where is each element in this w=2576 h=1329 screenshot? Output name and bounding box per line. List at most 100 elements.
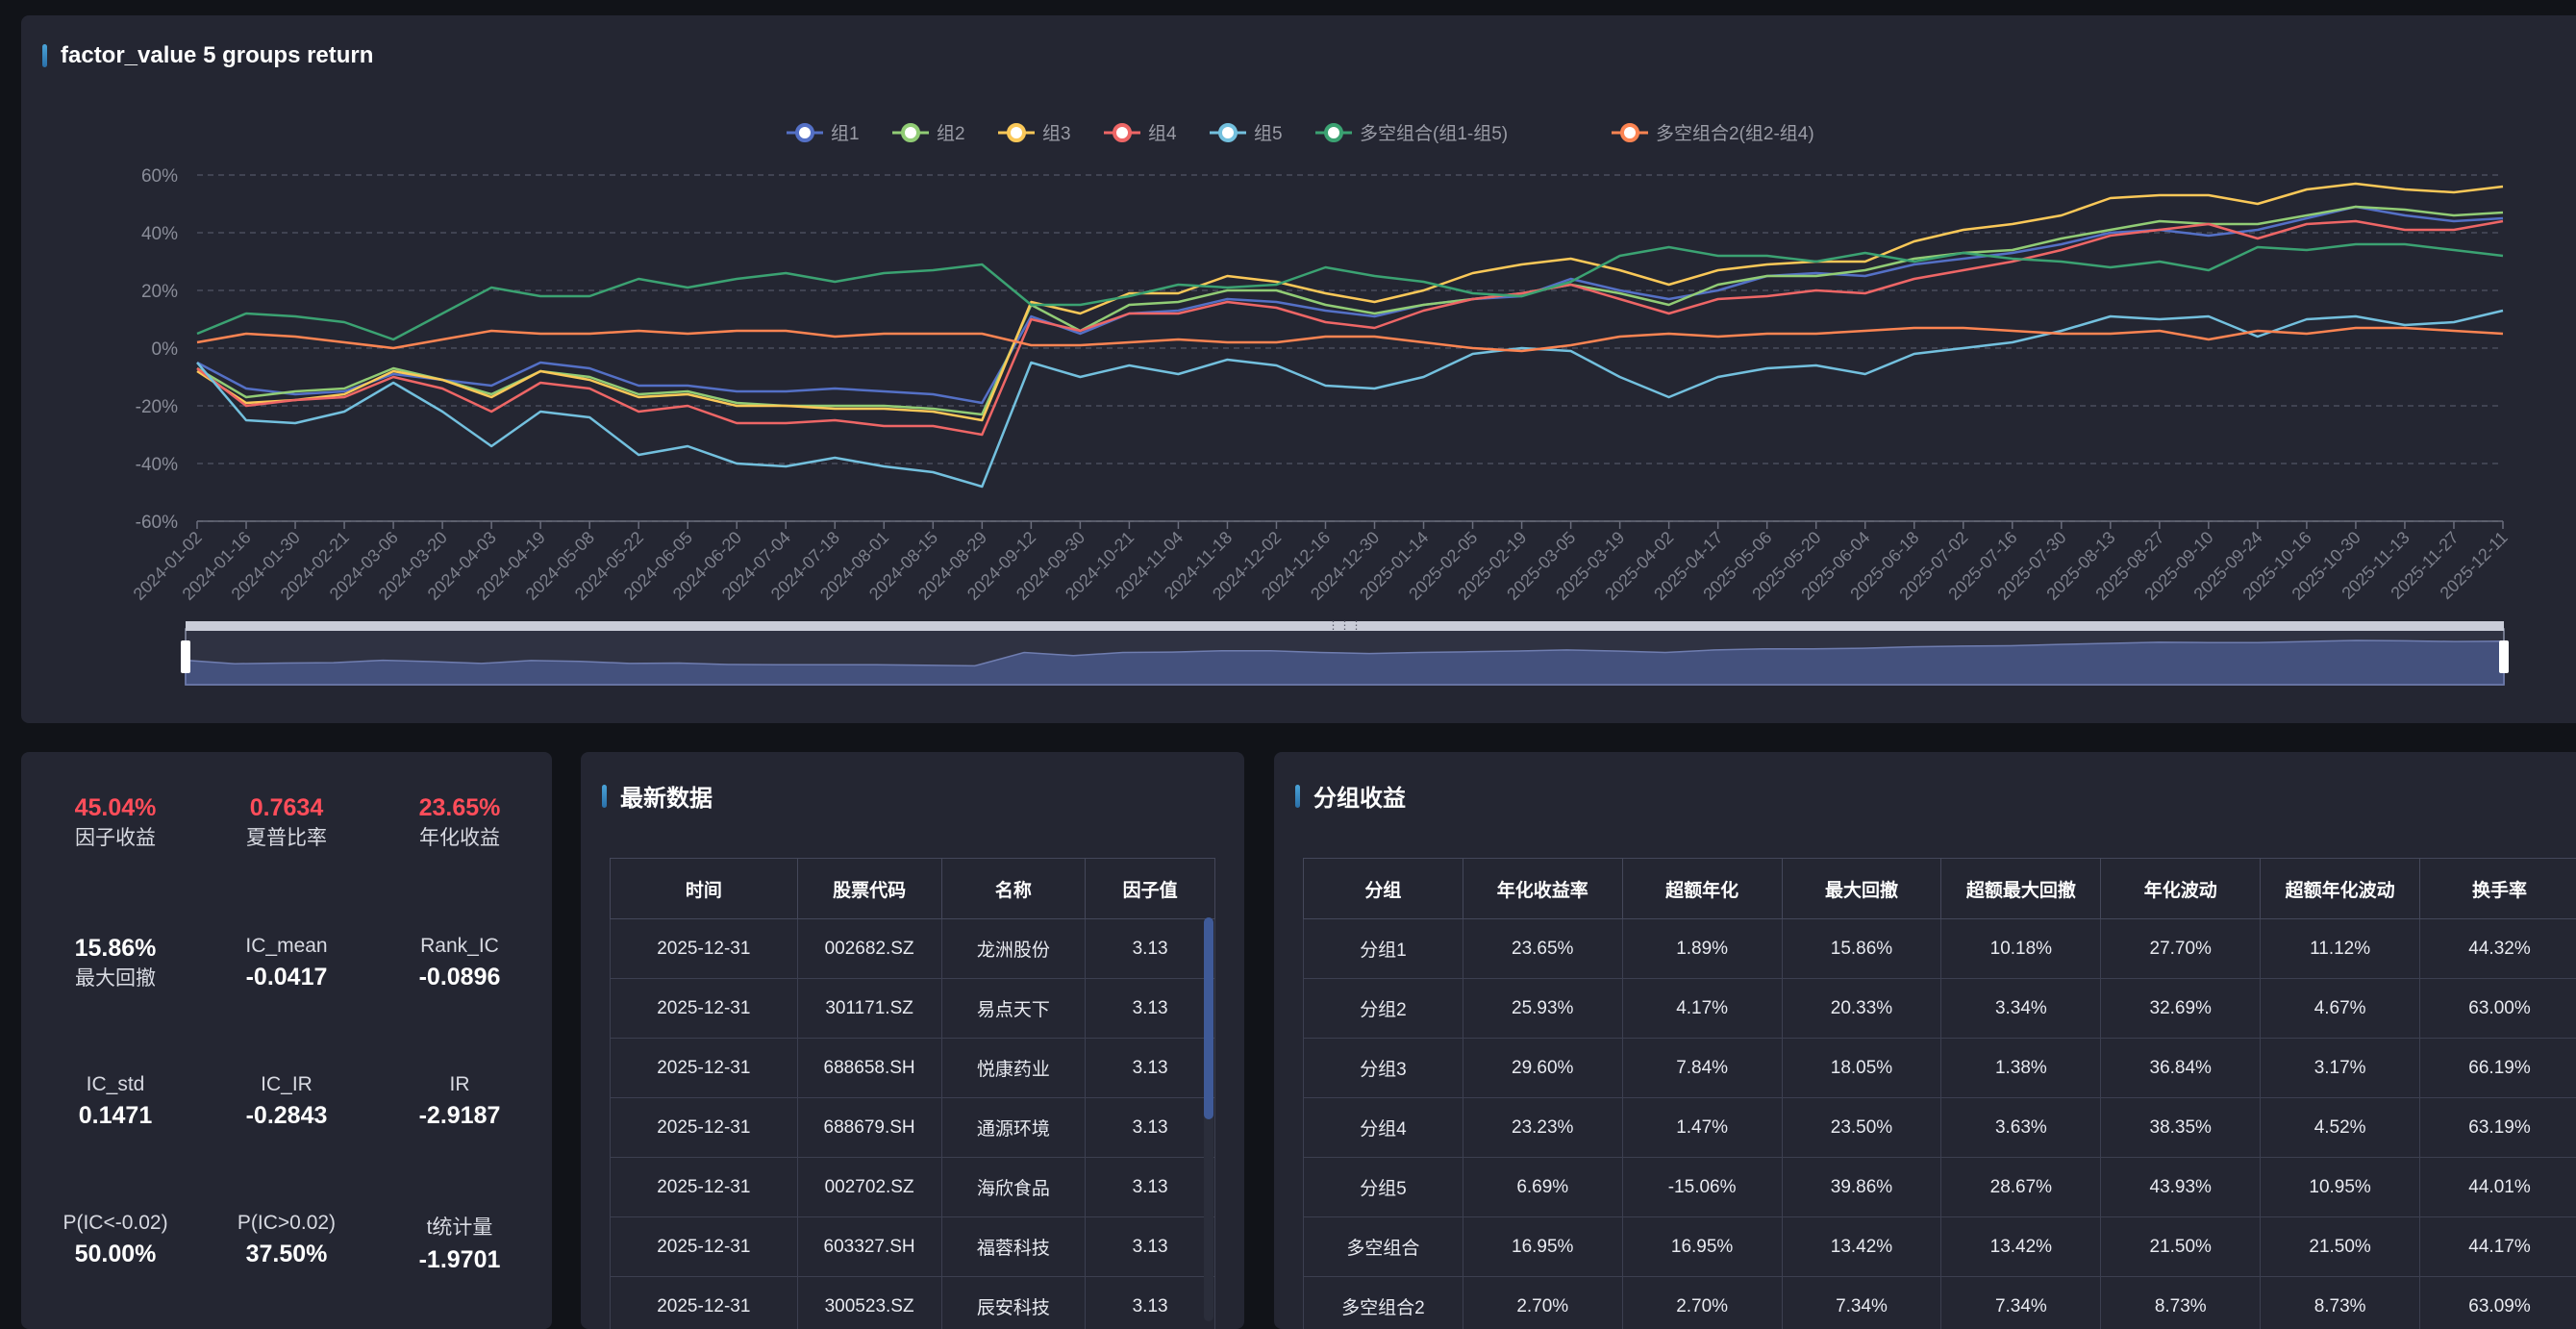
- metric-ic-std: IC_std 0.1471: [29, 1073, 202, 1130]
- zoom-handle-left[interactable]: [181, 640, 190, 673]
- cell: 分组4: [1304, 1098, 1463, 1158]
- legend-marker-icon[interactable]: [1009, 125, 1024, 140]
- header-turnover[interactable]: 换手率: [2420, 859, 2576, 919]
- cell: 13.42%: [1782, 1217, 1941, 1277]
- zoom-grip-icon[interactable]: ⋮⋮⋮: [1328, 618, 1363, 632]
- metric-t-stat: t统计量 -1.9701: [373, 1212, 546, 1274]
- header-excess-annual[interactable]: 超额年化: [1622, 859, 1782, 919]
- header-code[interactable]: 股票代码: [797, 859, 941, 919]
- line-chart[interactable]: 60%40%20%0%-20%-40%-60%2024-01-022024-01…: [21, 15, 2576, 723]
- header-max-drawdown[interactable]: 最大回撤: [1782, 859, 1941, 919]
- legend-item-label[interactable]: 组3: [1042, 123, 1071, 144]
- cell: 15.86%: [1782, 919, 1941, 979]
- header-annual-return[interactable]: 年化收益率: [1463, 859, 1622, 919]
- cell-name: 通源环境: [941, 1098, 1086, 1158]
- legend-item-label[interactable]: 多空组合(组1-组5): [1360, 123, 1508, 144]
- title-accent-bar: [1295, 785, 1300, 808]
- header-excess-max-drawdown[interactable]: 超额最大回撤: [1941, 859, 2101, 919]
- cell-time: 2025-12-31: [611, 1158, 798, 1217]
- zoom-handle-right[interactable]: [2499, 640, 2509, 673]
- metric-p-ic-gt: P(IC>0.02) 37.50%: [200, 1212, 373, 1268]
- metric-max-drawdown: 15.86% 最大回撤: [29, 935, 202, 991]
- legend-marker-icon[interactable]: [1326, 125, 1341, 140]
- legend-marker-icon[interactable]: [1622, 125, 1638, 140]
- legend-marker-icon[interactable]: [903, 125, 918, 140]
- y-tick-label: 20%: [141, 282, 178, 302]
- series-line-4[interactable]: [197, 221, 2503, 435]
- cell: 63.00%: [2420, 979, 2576, 1039]
- cell: 3.34%: [1941, 979, 2101, 1039]
- cell: 1.89%: [1622, 919, 1782, 979]
- legend-item-label[interactable]: 组5: [1254, 123, 1283, 144]
- cell: 10.18%: [1941, 919, 2101, 979]
- metric-value: 0.1471: [29, 1102, 202, 1130]
- cell-factor: 3.13: [1086, 1098, 1215, 1158]
- series-line-3[interactable]: [197, 184, 2503, 420]
- cell: 13.42%: [1941, 1217, 2101, 1277]
- cell: 21.50%: [2261, 1217, 2420, 1277]
- metric-label: P(IC<-0.02): [29, 1212, 202, 1235]
- metric-factor-return: 45.04% 因子收益: [29, 794, 202, 851]
- legend-marker-icon[interactable]: [1220, 125, 1236, 140]
- metric-annual-return: 23.65% 年化收益: [373, 794, 546, 851]
- header-annual-volatility[interactable]: 年化波动: [2101, 859, 2261, 919]
- cell-name: 福蓉科技: [941, 1217, 1086, 1277]
- cell-name: 海欣食品: [941, 1158, 1086, 1217]
- cell: 4.17%: [1622, 979, 1782, 1039]
- table-scrollbar-track[interactable]: [1204, 917, 1213, 1321]
- legend-marker-icon[interactable]: [1114, 125, 1130, 140]
- metric-p-ic-lt: P(IC<-0.02) 50.00%: [29, 1212, 202, 1268]
- header-name[interactable]: 名称: [941, 859, 1086, 919]
- header-excess-volatility[interactable]: 超额年化波动: [2261, 859, 2420, 919]
- header-time[interactable]: 时间: [611, 859, 798, 919]
- metric-label: 年化收益: [373, 822, 546, 851]
- legend-item-label[interactable]: 组1: [831, 123, 860, 144]
- cell: 分组1: [1304, 919, 1463, 979]
- y-tick-label: 40%: [141, 224, 178, 244]
- y-tick-label: -20%: [136, 397, 178, 417]
- header-factor[interactable]: 因子值: [1086, 859, 1215, 919]
- cell-time: 2025-12-31: [611, 1217, 798, 1277]
- metric-label: P(IC>0.02): [200, 1212, 373, 1235]
- metric-value: 23.65%: [373, 794, 546, 822]
- cell: 44.01%: [2420, 1158, 2576, 1217]
- series-line-1[interactable]: [197, 207, 2503, 403]
- metric-value: -2.9187: [373, 1102, 546, 1130]
- cell-code: 688658.SH: [797, 1039, 941, 1098]
- legend-marker-icon[interactable]: [797, 125, 813, 140]
- table-scrollbar-thumb[interactable]: [1204, 917, 1213, 1119]
- legend-item-label[interactable]: 多空组合2(组2-组4): [1656, 123, 1814, 144]
- y-tick-label: -60%: [136, 513, 178, 533]
- cell: 分组3: [1304, 1039, 1463, 1098]
- cell: 43.93%: [2101, 1158, 2261, 1217]
- metric-ic-mean: IC_mean -0.0417: [200, 935, 373, 991]
- cell: 10.95%: [2261, 1158, 2420, 1217]
- cell-code: 002682.SZ: [797, 919, 941, 979]
- legend-item-label[interactable]: 组2: [937, 123, 965, 144]
- cell-factor: 3.13: [1086, 1158, 1215, 1217]
- header-group[interactable]: 分组: [1304, 859, 1463, 919]
- cell-code: 603327.SH: [797, 1217, 941, 1277]
- cell: 16.95%: [1622, 1217, 1782, 1277]
- legend-item-label[interactable]: 组4: [1148, 123, 1177, 144]
- cell: 6.69%: [1463, 1158, 1622, 1217]
- cell-code: 688679.SH: [797, 1098, 941, 1158]
- cell: 27.70%: [2101, 919, 2261, 979]
- cell: 11.12%: [2261, 919, 2420, 979]
- cell: 18.05%: [1782, 1039, 1941, 1098]
- cell: 7.84%: [1622, 1039, 1782, 1098]
- group-return-chart-panel: factor_value 5 groups return 60%40%20%0%…: [21, 15, 2576, 723]
